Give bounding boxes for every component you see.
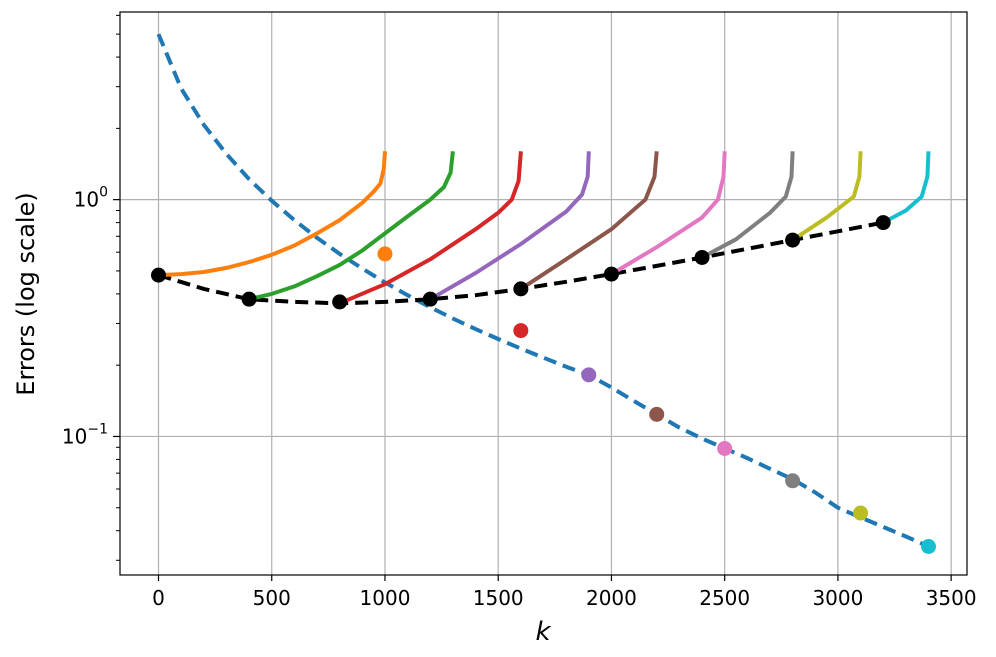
x-tick-label: 1500 (473, 586, 524, 610)
y-tick-label: 10−1 (62, 421, 108, 448)
x-tick-label: 3000 (812, 586, 863, 610)
data-point-12 (513, 281, 529, 297)
series-line-6 (519, 151, 659, 291)
y-tick-label: 100 (74, 185, 108, 212)
y-axis-label: Errors (log scale) (12, 192, 40, 395)
data-point-16 (875, 215, 891, 231)
series-line-3 (248, 151, 455, 302)
data-point-4 (717, 440, 733, 456)
x-tick-label: 0 (152, 586, 165, 610)
x-tick-label: 3500 (926, 586, 977, 610)
series-line-2 (158, 151, 387, 278)
data-point-2 (581, 367, 597, 383)
data-point-14 (694, 249, 710, 265)
series-layer (156, 33, 931, 549)
series-line-0 (156, 33, 930, 549)
x-tick-label: 1000 (360, 586, 411, 610)
x-tick-label: 500 (253, 586, 291, 610)
series-line-5 (429, 151, 591, 301)
grid-lines (120, 12, 967, 575)
data-point-3 (649, 406, 665, 422)
x-tick-label: 2000 (586, 586, 637, 610)
data-point-5 (785, 473, 801, 489)
marker-layer (151, 215, 936, 555)
data-point-0 (377, 246, 393, 262)
data-point-1 (513, 323, 529, 339)
x-tick-label: 2500 (699, 586, 750, 610)
data-point-10 (332, 294, 348, 310)
series-line-8 (701, 151, 795, 260)
series-line-7 (610, 151, 727, 276)
axis-ticks: 0 500 1000 1500 2000 2500 3000 3500 100 10−1 (62, 14, 977, 610)
series-line-4 (338, 151, 523, 306)
data-point-7 (921, 539, 936, 555)
data-point-6 (853, 505, 869, 521)
x-axis-label: k (535, 617, 551, 647)
data-point-9 (241, 291, 257, 307)
series-line-10 (882, 151, 931, 225)
data-point-13 (603, 266, 619, 282)
data-point-8 (151, 267, 166, 283)
data-point-11 (422, 291, 438, 307)
data-point-15 (785, 232, 801, 248)
series-line-9 (791, 151, 863, 242)
